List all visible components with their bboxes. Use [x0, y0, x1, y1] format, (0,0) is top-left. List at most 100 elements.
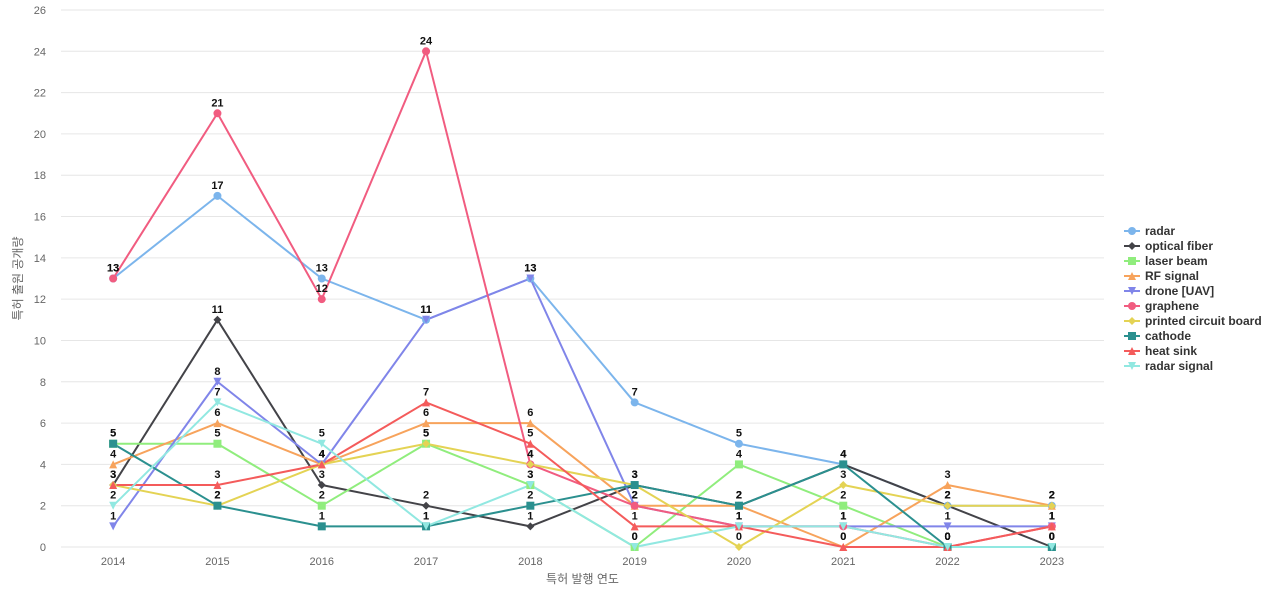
- series-line-cathode: [112, 442, 1053, 548]
- data-label-rf-signal: 2: [632, 490, 638, 502]
- legend-item-heat-sink[interactable]: heat sink: [1124, 344, 1197, 358]
- data-label-cathode: 0: [944, 531, 950, 543]
- data-label-radar-signal: 3: [527, 469, 533, 481]
- data-point-radar-signal: [317, 439, 326, 448]
- data-point-radar: [734, 439, 743, 448]
- data-point-laser-beam: [213, 439, 222, 448]
- data-label-cathode: 3: [632, 469, 638, 481]
- x-tick-label: 2023: [1040, 556, 1064, 568]
- data-point-cathode: [734, 501, 743, 510]
- legend-item-radar[interactable]: radar: [1124, 224, 1175, 238]
- data-label-radar-signal: 1: [423, 510, 429, 522]
- data-point-graphene: [630, 501, 639, 510]
- data-label-graphene: 1: [736, 510, 742, 522]
- data-label-graphene: 24: [420, 35, 433, 47]
- data-point-rf-signal: [422, 419, 431, 428]
- x-axis-title: 특허 발행 연도: [546, 571, 619, 586]
- legend-item-laser-beam[interactable]: laser beam: [1124, 254, 1208, 268]
- data-point-cathode: [109, 439, 118, 448]
- legend-item-printed-circuit-board[interactable]: printed circuit board: [1124, 314, 1262, 328]
- data-label-optical-fiber: 3: [632, 469, 638, 481]
- data-point-radar-signal: [526, 481, 535, 490]
- legend-label-optical-fiber: optical fiber: [1145, 239, 1213, 253]
- data-label-radar: 4: [840, 448, 847, 460]
- data-label-heat-sink: 3: [110, 469, 116, 481]
- legend-label-printed-circuit-board: printed circuit board: [1145, 314, 1262, 328]
- series-line-rf-signal: [112, 422, 1053, 548]
- data-label-laser-beam: 2: [319, 490, 325, 502]
- data-label-radar: 13: [107, 263, 119, 275]
- legend-label-laser-beam: laser beam: [1145, 254, 1208, 268]
- data-label-printed-circuit-board: 4: [319, 448, 326, 460]
- y-tick-label: 10: [34, 335, 46, 347]
- series-line-radar: [112, 194, 1053, 507]
- series-line-radar-signal: [112, 401, 1053, 548]
- data-label-optical-fiber: 3: [110, 469, 116, 481]
- data-point-printed-circuit-board: [943, 501, 952, 510]
- data-point-graphene: [213, 109, 222, 118]
- data-point-optical-fiber: [526, 522, 535, 531]
- data-label-rf-signal: 3: [944, 469, 950, 481]
- data-label-graphene: 12: [316, 283, 328, 295]
- series-line-drone-uav: [112, 277, 1053, 528]
- data-point-radar-signal: [630, 543, 639, 551]
- data-point-laser-beam: [734, 460, 743, 469]
- y-tick-label: 6: [40, 418, 46, 430]
- data-point-radar: [630, 398, 639, 407]
- data-label-graphene: 1: [1049, 510, 1055, 522]
- legend-item-optical-fiber[interactable]: optical fiber: [1124, 239, 1213, 253]
- data-label-printed-circuit-board: 2: [944, 490, 950, 502]
- data-point-rf-signal: [213, 419, 222, 428]
- data-label-rf-signal: 6: [423, 407, 429, 419]
- data-point-drone-uav: [109, 522, 118, 531]
- data-label-cathode: 5: [110, 428, 116, 440]
- legend-item-cathode[interactable]: cathode: [1124, 329, 1191, 343]
- legend-label-drone-uav: drone [UAV]: [1145, 284, 1214, 298]
- data-label-radar-signal: 1: [840, 510, 846, 522]
- data-label-drone-uav: 1: [1049, 510, 1055, 522]
- y-tick-label: 12: [34, 294, 46, 306]
- data-label-radar: 2: [1049, 490, 1055, 502]
- data-label-optical-fiber: 1: [527, 510, 533, 522]
- data-point-optical-fiber: [213, 315, 222, 324]
- x-tick-label: 2014: [101, 556, 125, 568]
- series-lines: [112, 50, 1053, 548]
- legend-item-drone-uav[interactable]: drone [UAV]: [1124, 284, 1214, 298]
- data-label-radar-signal: 0: [944, 531, 950, 543]
- legend-item-graphene[interactable]: graphene: [1124, 299, 1199, 313]
- data-point-cathode: [526, 501, 535, 510]
- data-label-heat-sink: 7: [423, 386, 429, 398]
- data-label-radar: 2: [944, 490, 950, 502]
- data-point-cathode: [839, 460, 848, 469]
- data-label-laser-beam: 5: [423, 428, 429, 440]
- data-point-drone-uav: [213, 377, 222, 386]
- data-point-heat-sink: [839, 543, 848, 551]
- legend-label-radar-signal: radar signal: [1145, 359, 1213, 373]
- data-label-printed-circuit-board: 5: [423, 428, 429, 440]
- data-label-printed-circuit-board: 3: [840, 469, 846, 481]
- data-label-optical-fiber: 3: [319, 469, 325, 481]
- data-point-laser-beam: [317, 501, 326, 510]
- data-label-laser-beam: 0: [944, 531, 950, 543]
- legend-item-radar-signal[interactable]: radar signal: [1124, 359, 1213, 373]
- data-point-drone-uav: [422, 315, 431, 324]
- data-label-laser-beam: 3: [527, 469, 533, 481]
- legend-symbol-cathode: [1128, 332, 1136, 340]
- data-label-cathode: 1: [319, 510, 325, 522]
- legend-symbol-radar: [1128, 227, 1136, 235]
- data-point-heat-sink: [422, 398, 431, 407]
- data-point-drone-uav: [526, 274, 535, 283]
- data-label-cathode: 2: [527, 490, 533, 502]
- x-tick-label: 2022: [935, 556, 959, 568]
- legend-item-rf-signal[interactable]: RF signal: [1124, 269, 1199, 283]
- legend-label-radar: radar: [1145, 224, 1175, 238]
- legend-symbol-drone-uav: [1128, 287, 1136, 295]
- data-point-radar-signal: [213, 398, 222, 407]
- x-tick-label: 2016: [310, 556, 334, 568]
- data-point-graphene: [109, 274, 118, 283]
- data-label-laser-beam: 5: [214, 428, 220, 440]
- data-point-radar-signal: [109, 501, 118, 510]
- legend-symbol-rf-signal: [1128, 272, 1136, 280]
